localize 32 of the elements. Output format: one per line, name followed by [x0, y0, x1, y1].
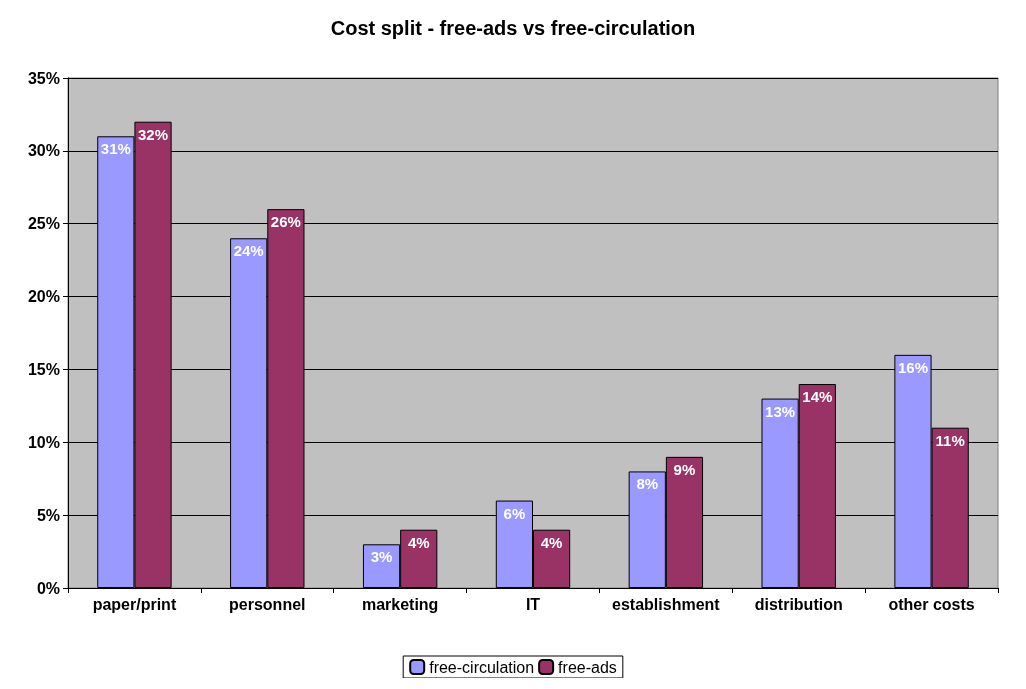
y-tick-label: 5%: [36, 506, 60, 524]
data-label: 16%: [897, 358, 928, 376]
y-tick-label: 20%: [27, 288, 60, 306]
y-tick-label: 35%: [27, 69, 60, 87]
data-label: 32%: [138, 125, 169, 143]
x-tick-label: IT: [525, 595, 541, 613]
y-tick-label: 25%: [27, 215, 60, 233]
data-label: 13%: [765, 402, 796, 420]
data-label: 3%: [370, 548, 393, 566]
x-tick-label: personnel: [229, 595, 306, 613]
chart-title: Cost split - free-ads vs free-circulation: [330, 17, 696, 39]
data-label: 6%: [503, 504, 526, 522]
y-tick-label: 10%: [27, 433, 60, 451]
data-label: 4%: [540, 533, 563, 551]
data-label: 11%: [935, 431, 965, 449]
x-tick-label: other costs: [888, 595, 975, 613]
data-label: 24%: [233, 242, 264, 260]
legend-label: free-circulation: [429, 658, 535, 676]
data-label: 14%: [802, 388, 833, 405]
y-tick-label: 15%: [27, 360, 60, 378]
data-label: 8%: [636, 475, 659, 493]
data-label: 26%: [270, 213, 301, 231]
data-label: 31%: [100, 140, 131, 158]
x-tick-label: establishment: [612, 595, 721, 613]
x-tick-label: distribution: [754, 595, 843, 613]
data-label: 4%: [407, 533, 430, 551]
y-tick-label: 30%: [27, 142, 60, 160]
data-label: 9%: [673, 460, 696, 478]
legend-label: free-ads: [558, 658, 617, 676]
x-tick-label: paper/print: [92, 595, 177, 613]
x-tick-label: marketing: [361, 595, 439, 613]
y-tick-label: 0%: [36, 579, 60, 597]
